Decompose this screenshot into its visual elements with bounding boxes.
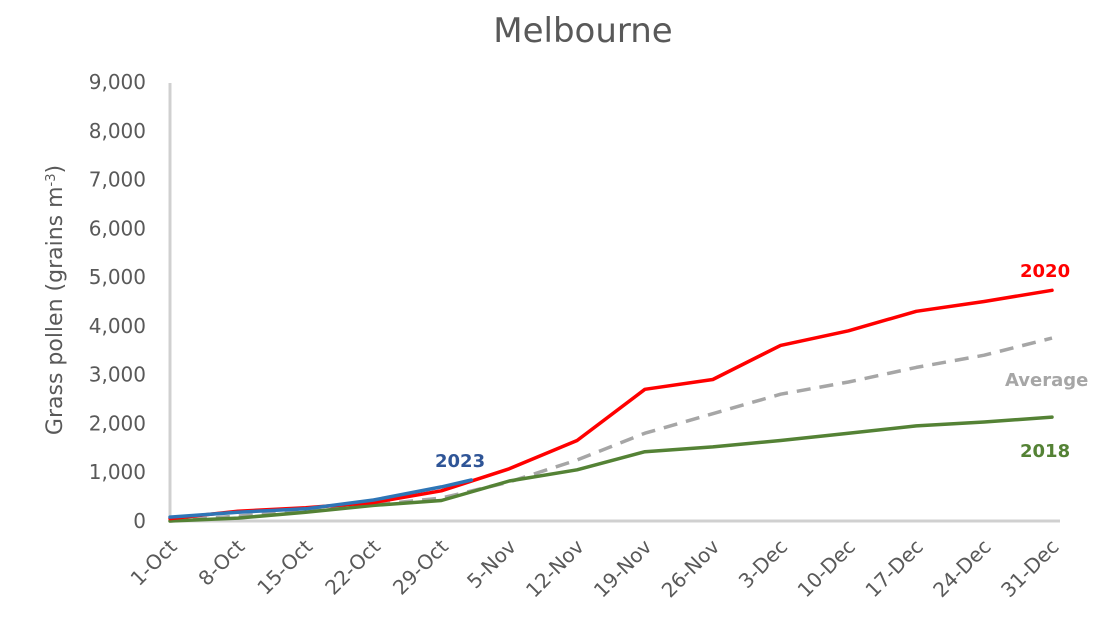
y-tick-label: 6,000: [89, 216, 146, 240]
y-tick-label: 8,000: [89, 119, 146, 143]
series-lines: [168, 288, 1054, 523]
y-tick-label: 7,000: [89, 168, 146, 192]
series-label-average: Average: [1005, 370, 1088, 391]
y-tick-label: 2,000: [89, 411, 146, 435]
x-axis-ticks: 1-Oct 8-Oct 15-Oct 22-Oct 29-Oct 5-Nov 12-Nov 1…: [126, 534, 1064, 602]
series-label-2023: 2023: [435, 451, 485, 472]
series-label-2020: 2020: [1020, 261, 1070, 282]
x-tick-label: 10-Dec: [793, 535, 860, 602]
x-tick-label: 17-Dec: [860, 535, 927, 602]
x-tick-label: 31-Dec: [996, 535, 1063, 602]
series-line-2018: [168, 415, 1054, 523]
series-line-2020: [168, 288, 1054, 521]
y-tick-label: 9,000: [89, 70, 146, 94]
y-axis-ticks: 0 1,000 2,000 3,000 4,000 5,000 6,000 7,000 8,00…: [89, 70, 146, 533]
x-tick-label: 8-Oct: [193, 534, 249, 590]
y-tick-label: 1,000: [89, 460, 146, 484]
x-tick-label: 22-Oct: [320, 534, 385, 599]
series-line-average: [169, 336, 1053, 523]
x-tick-label: 29-Oct: [388, 534, 453, 599]
series-labels: 2020 Average 2018 2023: [435, 261, 1088, 472]
series-label-2018: 2018: [1020, 441, 1070, 462]
chart-title: Melbourne: [493, 11, 672, 51]
y-tick-label: 0: [133, 509, 146, 533]
x-tick-label: 19-Nov: [589, 534, 657, 602]
series-line-2023: [168, 478, 474, 519]
x-tick-label: 12-Nov: [521, 534, 589, 602]
x-tick-label: 5-Nov: [462, 534, 521, 593]
y-tick-label: 5,000: [89, 265, 146, 289]
x-tick-label: 24-Dec: [928, 535, 995, 602]
x-tick-label: 1-Oct: [126, 534, 182, 590]
x-tick-label: 26-Nov: [657, 534, 725, 602]
x-tick-label: 3-Dec: [734, 535, 792, 593]
y-axis-label: Grass pollen (grains m-3): [43, 165, 68, 435]
y-tick-label: 4,000: [89, 314, 146, 338]
x-tick-label: 15-Oct: [252, 534, 317, 599]
y-tick-label: 3,000: [89, 363, 146, 387]
